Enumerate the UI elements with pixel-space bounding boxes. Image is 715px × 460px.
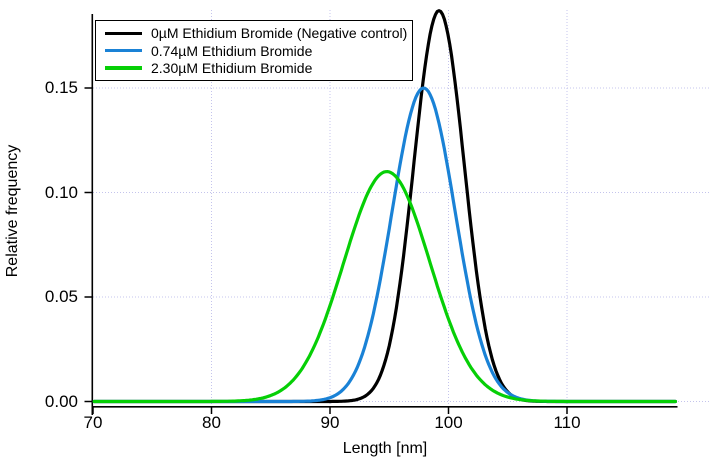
curve-series-2: [92, 170, 677, 404]
y-tick-label: 0.00: [44, 391, 78, 411]
x-axis-label: Length [nm]: [342, 440, 428, 457]
x-tick-label: 110: [553, 413, 581, 432]
legend-line-swatch-negative-control: [105, 31, 142, 35]
x-tick-label: 80: [202, 413, 221, 432]
legend-item: 2.30µM Ethidium Bromide: [105, 60, 408, 76]
legend-item: 0.74µM Ethidium Bromide: [105, 43, 408, 59]
legend-item: 0µM Ethidium Bromide (Negative control): [105, 25, 408, 41]
legend-label: 0.74µM Ethidium Bromide: [151, 42, 313, 59]
legend-label: 2.30µM Ethidium Bromide: [151, 59, 313, 76]
y-tick-label: 0.05: [44, 287, 78, 306]
legend-line-swatch-2-30um: [105, 66, 142, 70]
curve-series-1: [92, 86, 677, 404]
y-axis-label: Relative frequency: [4, 144, 21, 278]
x-tick-label: 100: [434, 413, 463, 432]
legend-label: 0µM Ethidium Bromide (Negative control): [151, 25, 408, 42]
x-tick-label: 90: [320, 413, 340, 432]
legend-line-swatch-0-74um: [105, 48, 142, 53]
y-tick-label: 0.10: [44, 182, 78, 202]
legend: 0µM Ethidium Bromide (Negative control) …: [95, 20, 413, 81]
x-tick-label: 70: [83, 413, 103, 432]
y-tick-label: 0.15: [44, 78, 78, 97]
